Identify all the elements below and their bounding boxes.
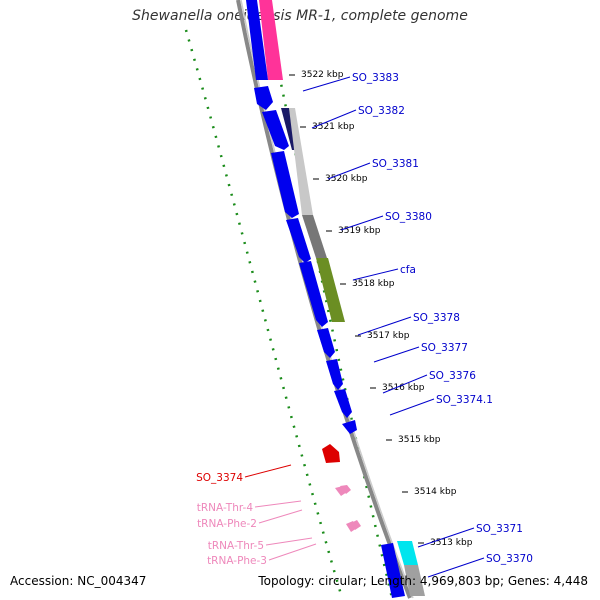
gene-label: tRNA-Thr-4 bbox=[197, 502, 254, 514]
tick-label: 3516 kbp bbox=[382, 383, 425, 393]
leader-line bbox=[268, 543, 317, 561]
gene-arrow bbox=[342, 420, 357, 434]
gene-arrow bbox=[326, 359, 343, 390]
gene-arrow bbox=[286, 218, 311, 263]
leader-line bbox=[327, 162, 371, 180]
leader-line bbox=[258, 509, 303, 524]
gene-label: SO_3374 bbox=[196, 472, 243, 484]
gene-label: SO_3378 bbox=[413, 312, 460, 324]
gene-label: SO_3376 bbox=[429, 370, 476, 382]
map-title: Shewanella oneidensis MR-1, complete gen… bbox=[132, 8, 468, 24]
genome-summary: Topology: circular; Length: 4,969,803 bp… bbox=[258, 574, 588, 588]
leader-line bbox=[340, 215, 384, 231]
leader-line bbox=[389, 398, 435, 416]
gene-label: tRNA-Phe-3 bbox=[207, 555, 267, 567]
tick-label: 3521 kbp bbox=[312, 122, 355, 132]
tick-label: 3518 kbp bbox=[352, 279, 395, 289]
gene-label: SO_3380 bbox=[385, 211, 432, 223]
cog-segment-light-gray bbox=[289, 108, 313, 215]
scale-ticks: 3522 kbp 3521 kbp 3520 kbp 3519 kbp 3518 kbp… bbox=[289, 70, 473, 548]
gene-label: cfa bbox=[400, 264, 416, 276]
gene-label: SO_3382 bbox=[358, 105, 405, 117]
gene-arrow bbox=[334, 389, 352, 418]
gene-arrow bbox=[381, 543, 405, 598]
gene-arrow bbox=[317, 328, 335, 358]
gene-arrow bbox=[271, 151, 299, 218]
gene-arrow bbox=[262, 110, 289, 150]
cog-segment-olive bbox=[316, 258, 345, 322]
tick-label: 3522 kbp bbox=[301, 70, 344, 80]
cog-segment-cyan bbox=[397, 541, 418, 565]
leader-line bbox=[357, 316, 412, 336]
cog-segment-dark-gray bbox=[302, 215, 327, 258]
gene-label: SO_3381 bbox=[372, 158, 419, 170]
tick-label: 3515 kbp bbox=[398, 435, 441, 445]
leader-line bbox=[417, 527, 475, 548]
cog-segment-pink bbox=[259, 0, 283, 80]
tick-label: 3513 kbp bbox=[430, 538, 473, 548]
leader-line bbox=[244, 464, 292, 478]
gene-arrow bbox=[299, 261, 328, 327]
gene-label: tRNA-Thr-5 bbox=[208, 540, 264, 552]
trna-marks bbox=[335, 485, 361, 532]
tick-label: 3517 kbp bbox=[367, 331, 410, 341]
leader-line bbox=[311, 109, 357, 129]
gene-arrow bbox=[254, 86, 273, 110]
tick-label: 3514 kbp bbox=[414, 487, 457, 497]
leader-line bbox=[427, 557, 485, 578]
tick-label: 3519 kbp bbox=[338, 226, 381, 236]
leader-line bbox=[373, 346, 420, 363]
gene-arrow bbox=[246, 0, 268, 80]
gene-arrows bbox=[246, 0, 405, 598]
cog-segment-gray bbox=[404, 565, 425, 596]
gene-label: SO_3371 bbox=[476, 523, 523, 535]
gene-label: tRNA-Phe-2 bbox=[197, 518, 257, 530]
leader-line bbox=[352, 268, 399, 281]
gene-label: SO_3383 bbox=[352, 72, 399, 84]
tick-label: 3520 kbp bbox=[325, 174, 368, 184]
leader-line bbox=[265, 537, 313, 546]
gene-label: SO_3374.1 bbox=[436, 394, 493, 406]
leader-line bbox=[302, 76, 351, 92]
leader-line bbox=[382, 374, 428, 394]
pseudogene-arrow bbox=[322, 444, 340, 463]
leader-line bbox=[254, 500, 302, 508]
accession-label: Accession: NC_004347 bbox=[10, 574, 147, 588]
gene-label: SO_3370 bbox=[486, 553, 533, 565]
cog-ring bbox=[259, 0, 425, 596]
gc-content-track bbox=[184, 29, 394, 599]
gene-label: SO_3377 bbox=[421, 342, 468, 354]
